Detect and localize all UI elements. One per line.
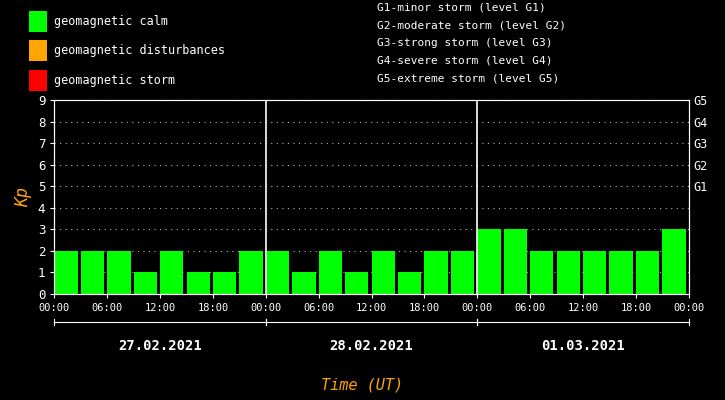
Bar	[29, 10, 47, 32]
Bar	[451, 251, 474, 294]
Bar	[636, 251, 659, 294]
Bar	[292, 272, 315, 294]
Text: geomagnetic calm: geomagnetic calm	[54, 15, 168, 28]
Bar	[133, 272, 157, 294]
Text: 27.02.2021: 27.02.2021	[118, 339, 202, 353]
Bar	[319, 251, 342, 294]
Bar	[29, 70, 47, 91]
Text: G5-extreme storm (level G5): G5-extreme storm (level G5)	[377, 74, 559, 84]
Text: geomagnetic disturbances: geomagnetic disturbances	[54, 44, 225, 57]
Bar	[477, 229, 500, 294]
Bar	[29, 40, 47, 62]
Y-axis label: Kp: Kp	[14, 187, 33, 207]
Text: 01.03.2021: 01.03.2021	[541, 339, 625, 353]
Bar	[160, 251, 183, 294]
Bar	[610, 251, 633, 294]
Bar	[583, 251, 606, 294]
Bar	[504, 229, 527, 294]
Text: geomagnetic storm: geomagnetic storm	[54, 74, 175, 87]
Bar	[557, 251, 580, 294]
Bar	[54, 251, 78, 294]
Bar	[530, 251, 553, 294]
Text: G4-severe storm (level G4): G4-severe storm (level G4)	[377, 56, 552, 66]
Text: 28.02.2021: 28.02.2021	[330, 339, 413, 353]
Bar	[266, 251, 289, 294]
Bar	[371, 251, 395, 294]
Text: G2-moderate storm (level G2): G2-moderate storm (level G2)	[377, 20, 566, 30]
Bar	[107, 251, 130, 294]
Bar	[424, 251, 447, 294]
Bar	[213, 272, 236, 294]
Bar	[80, 251, 104, 294]
Bar	[398, 272, 421, 294]
Bar	[186, 272, 210, 294]
Text: G1-minor storm (level G1): G1-minor storm (level G1)	[377, 3, 546, 13]
Text: G3-strong storm (level G3): G3-strong storm (level G3)	[377, 38, 552, 48]
Bar	[345, 272, 368, 294]
Text: Time (UT): Time (UT)	[321, 377, 404, 392]
Bar	[239, 251, 262, 294]
Bar	[663, 229, 686, 294]
